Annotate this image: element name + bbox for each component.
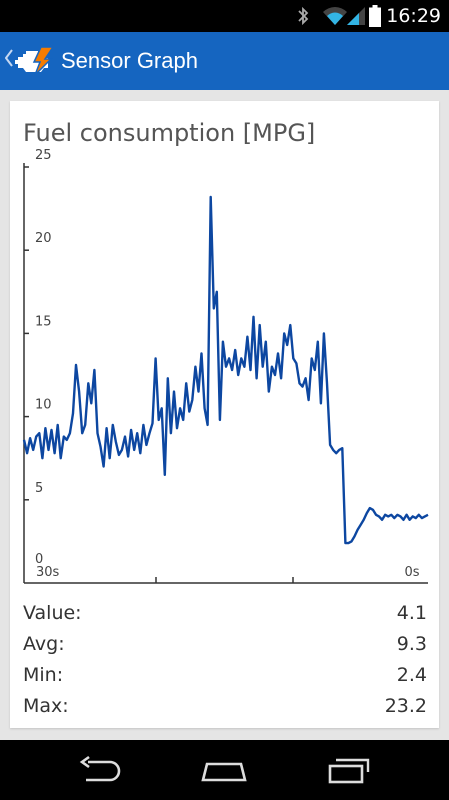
stats-list: Value: 4.1 Avg: 9.3 Min: 2.4 Max: 23.2 (23, 598, 427, 722)
stat-row-avg: Avg: 9.3 (23, 629, 427, 660)
y-tick-label: 15 (35, 314, 52, 329)
x-tick-label: 30s (36, 565, 60, 580)
stat-label: Avg: (23, 633, 65, 655)
status-time: 16:29 (386, 5, 441, 27)
action-bar: Sensor Graph (0, 32, 449, 90)
navigation-bar (0, 740, 449, 800)
stat-value: 9.3 (396, 633, 427, 655)
page-title: Sensor Graph (61, 48, 198, 73)
status-bar: 16:29 (0, 0, 449, 32)
stat-value: 23.2 (384, 695, 427, 717)
sensor-title: Fuel consumption [MPG] (23, 119, 316, 147)
bluetooth-icon (296, 6, 310, 31)
stat-row-value: Value: 4.1 (23, 598, 427, 629)
stat-label: Min: (23, 664, 64, 686)
stat-row-min: Min: 2.4 (23, 660, 427, 691)
y-tick-label: 20 (35, 231, 52, 246)
recent-apps-icon[interactable] (326, 754, 376, 788)
stat-value: 4.1 (396, 602, 427, 624)
cell-signal-icon (346, 6, 366, 31)
y-tick-label: 25 (35, 148, 52, 163)
y-tick-label: 0 (35, 552, 43, 567)
stat-row-max: Max: 23.2 (23, 691, 427, 722)
wifi-icon (322, 6, 348, 31)
engine-warning-icon[interactable] (14, 46, 56, 80)
y-tick-label: 10 (35, 398, 52, 413)
battery-icon (369, 5, 381, 32)
sensor-card: Fuel consumption [MPG] 0 5 10 15 20 25 30s 0s V… (10, 101, 439, 728)
series-line (22, 195, 429, 545)
stat-label: Value: (23, 602, 82, 624)
stat-value: 2.4 (396, 664, 427, 686)
fuel-chart: 0 5 10 15 20 25 30s 0s (22, 148, 429, 584)
back-icon[interactable] (76, 754, 126, 788)
back-chevron-icon[interactable] (4, 49, 13, 73)
x-tick-label: 0s (404, 565, 419, 580)
y-tick-label: 5 (35, 481, 43, 496)
home-icon[interactable] (199, 754, 249, 788)
stat-label: Max: (23, 695, 69, 717)
